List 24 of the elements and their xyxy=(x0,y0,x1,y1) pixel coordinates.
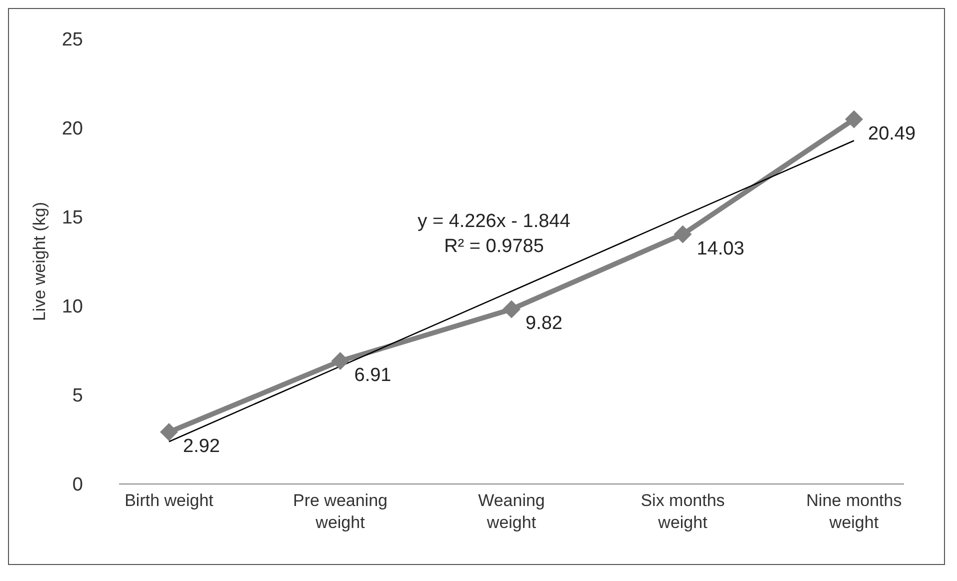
x-tick-label: Weaning weight xyxy=(478,491,545,532)
point xyxy=(845,110,863,128)
point xyxy=(502,300,520,318)
y-tick-label: 5 xyxy=(72,386,83,407)
annotation: R² = 0.9785 xyxy=(444,236,544,257)
data-label: 6.91 xyxy=(354,365,392,386)
x-tick-label: Six months weight xyxy=(640,491,725,532)
point xyxy=(160,423,178,442)
x-tick-label: Birth weight xyxy=(124,491,214,510)
data-label: 20.49 xyxy=(868,123,916,144)
x-tick-label: Nine months weight xyxy=(806,491,902,532)
y-tick-label: 25 xyxy=(62,30,83,51)
data-label: 9.82 xyxy=(526,313,562,334)
data-label: 14.03 xyxy=(696,238,744,260)
annotation: y = 4.226x - 1.844 xyxy=(418,211,571,232)
x-tick-label: Pre weaning weight xyxy=(292,491,388,532)
y-tick-label: 20 xyxy=(62,118,83,140)
point xyxy=(674,225,692,244)
y-tick-label: 0 xyxy=(72,474,83,496)
y-tick-label: 15 xyxy=(62,208,83,229)
y-axis-title: Live weight (kg) xyxy=(30,202,50,322)
y-tick-label: 10 xyxy=(62,296,83,318)
data-label: 2.92 xyxy=(183,436,220,458)
point xyxy=(331,352,350,370)
